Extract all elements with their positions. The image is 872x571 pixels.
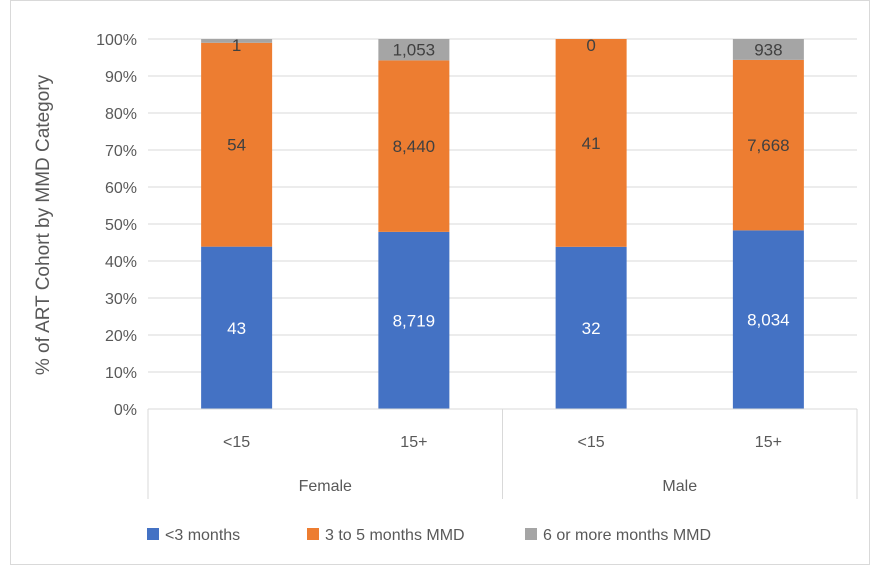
data-label: 43: [227, 319, 246, 338]
x-tick-label: 15+: [755, 434, 782, 451]
y-tick-label: 0%: [114, 402, 137, 419]
data-label: 0: [586, 36, 595, 55]
data-label: 8,440: [393, 137, 436, 156]
bar-segment: [732, 230, 804, 409]
data-label: 1,053: [393, 41, 436, 60]
bars: 43 54 1 8,719 8,440 1,053 32 41 0 8,034 7,668 938: [201, 36, 804, 409]
legend-label: 6 or more months MMD: [543, 527, 711, 544]
bar-segment: [732, 59, 804, 231]
y-tick-label: 70%: [105, 143, 137, 160]
y-tick-label: 40%: [105, 254, 137, 271]
y-axis-ticks: 0% 10% 20% 30% 40% 50% 60% 70% 80% 90% 100%: [96, 32, 137, 419]
y-tick-label: 60%: [105, 180, 137, 197]
bar-segment: [378, 39, 450, 61]
data-label: 8,719: [393, 311, 436, 330]
data-label: 32: [582, 319, 601, 338]
y-tick-label: 30%: [105, 291, 137, 308]
legend-label: 3 to 5 months MMD: [325, 527, 465, 544]
y-tick-label: 10%: [105, 365, 137, 382]
chart-frame: 0% 10% 20% 30% 40% 50% 60% 70% 80% 90% 100% 43 54 1 8…: [10, 0, 870, 565]
bar-segment: [555, 39, 627, 247]
y-axis-title: % of ART Cohort by MMD Category: [33, 74, 54, 375]
bar-segment: [555, 246, 627, 409]
bar-segment: [378, 60, 450, 232]
y-tick-label: 50%: [105, 217, 137, 234]
legend-swatch: [307, 528, 319, 540]
x-tick-label: 15+: [400, 434, 427, 451]
y-tick-label: 90%: [105, 69, 137, 86]
bar-segment: [732, 39, 804, 60]
x-tick-label: <15: [223, 434, 250, 451]
data-label: 41: [582, 134, 601, 153]
data-label: 1: [232, 36, 241, 55]
data-label: 7,668: [747, 136, 790, 155]
data-label: 54: [227, 136, 246, 155]
data-label: 8,034: [747, 311, 790, 330]
legend-label: <3 months: [165, 527, 240, 544]
bar-segment: [201, 42, 273, 247]
x-group-label: Female: [299, 478, 352, 495]
y-tick-label: 80%: [105, 106, 137, 123]
bar-segment: [378, 231, 450, 409]
stacked-bar-chart: 0% 10% 20% 30% 40% 50% 60% 70% 80% 90% 100% 43 54 1 8…: [33, 32, 858, 544]
x-tick-label: <15: [578, 434, 605, 451]
y-tick-label: 20%: [105, 328, 137, 345]
bar-segment: [201, 246, 273, 409]
legend-swatch: [525, 528, 537, 540]
y-tick-label: 100%: [96, 32, 137, 49]
x-axis: <15 15+ <15 15+ Female Male: [147, 408, 858, 499]
data-label: 938: [754, 40, 782, 59]
x-group-label: Male: [662, 478, 697, 495]
legend: <3 months 3 to 5 months MMD 6 or more mont…: [147, 527, 711, 544]
legend-swatch: [147, 528, 159, 540]
bar-segment: [201, 39, 273, 43]
